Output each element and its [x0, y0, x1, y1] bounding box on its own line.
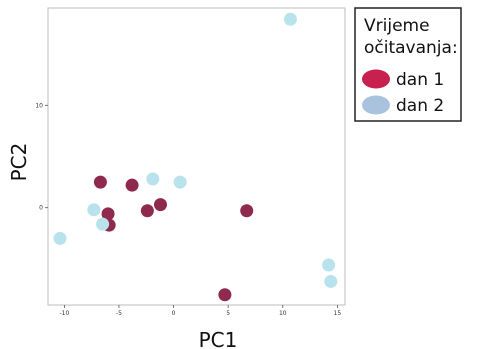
y-tick-label: 10 — [35, 102, 43, 109]
data-point-dan-2 — [87, 203, 101, 217]
y-axis-title: PC2 — [7, 143, 31, 182]
legend-swatch-dan-2 — [362, 95, 390, 115]
data-point-dan-1 — [101, 207, 115, 221]
axes: -10 -5 0 5 10 15 0 10 — [35, 102, 341, 317]
data-point-dan-2 — [322, 258, 336, 272]
data-point-dan-2 — [173, 175, 187, 189]
data-points — [53, 12, 338, 302]
legend-label-dan-2: dan 2 — [396, 96, 444, 116]
data-point-dan-1 — [218, 288, 232, 302]
legend: Vrijeme očitavanja: dan 1 dan 2 — [354, 7, 462, 122]
data-point-dan-1 — [125, 178, 139, 192]
x-tick-label: 10 — [279, 310, 287, 317]
legend-title-line-1: Vrijeme — [364, 16, 430, 36]
x-tick-label: -5 — [116, 310, 122, 317]
data-point-dan-2 — [96, 217, 110, 231]
plot-area — [47, 7, 346, 306]
data-point-dan-1 — [93, 175, 107, 189]
data-point-dan-1 — [240, 204, 254, 218]
legend-label-dan-1: dan 1 — [396, 70, 444, 90]
x-tick-label: 5 — [226, 310, 230, 317]
data-point-dan-1 — [140, 204, 154, 218]
x-tick-label: -10 — [59, 310, 69, 317]
data-point-dan-1 — [153, 198, 167, 212]
x-tick-label: 0 — [172, 310, 176, 317]
data-point-dan-2 — [324, 274, 338, 288]
x-tick-label: 15 — [334, 310, 342, 317]
legend-title-line-2: očitavanja: — [364, 38, 458, 58]
y-tick-label: 0 — [39, 205, 43, 212]
legend-swatch-dan-1 — [362, 69, 390, 89]
data-point-dan-2 — [53, 231, 67, 245]
plot-frame — [47, 7, 346, 306]
data-point-dan-2 — [146, 172, 160, 186]
data-point-dan-2 — [283, 12, 297, 26]
x-axis-title: PC1 — [199, 328, 238, 349]
